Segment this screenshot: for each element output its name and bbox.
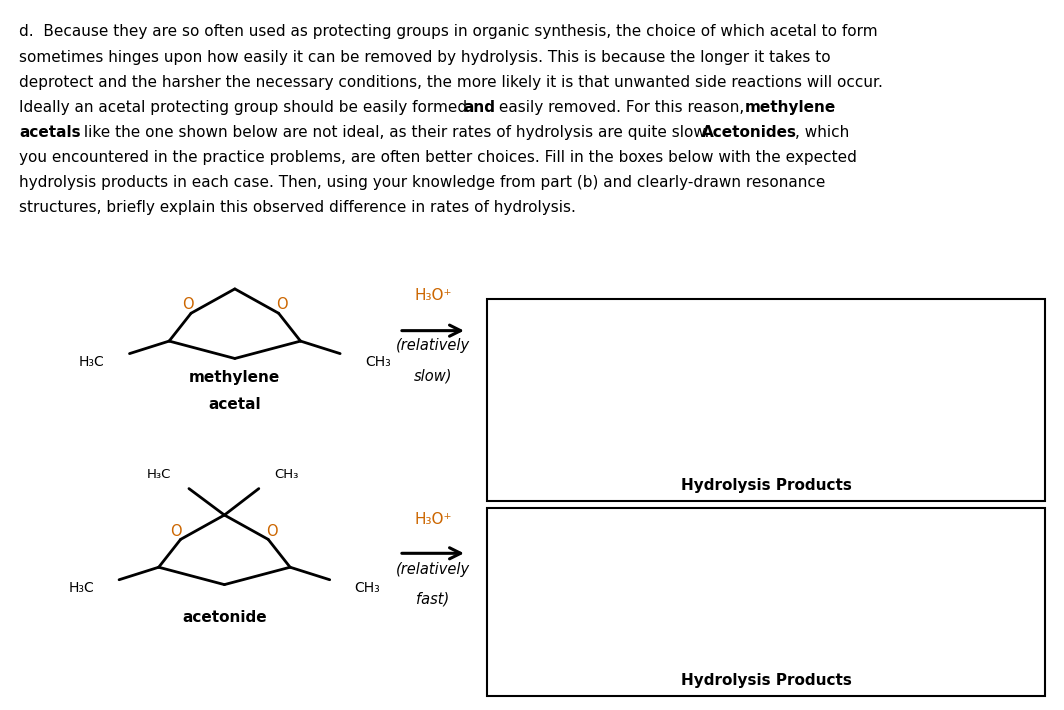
Text: H₃O⁺: H₃O⁺ bbox=[414, 288, 452, 302]
Text: , which: , which bbox=[795, 125, 849, 140]
Text: acetals: acetals bbox=[19, 125, 81, 140]
Text: methylene: methylene bbox=[745, 99, 835, 114]
Text: deprotect and the harsher the necessary conditions, the more likely it is that u: deprotect and the harsher the necessary … bbox=[19, 75, 883, 89]
Bar bbox=[487, 300, 1045, 501]
Text: O: O bbox=[182, 297, 194, 312]
Text: easily removed. For this reason,: easily removed. For this reason, bbox=[495, 99, 749, 114]
Text: acetonide: acetonide bbox=[182, 610, 267, 626]
Text: and: and bbox=[463, 99, 495, 114]
Text: Ideally an acetal protecting group should be easily formed: Ideally an acetal protecting group shoul… bbox=[19, 99, 472, 114]
Text: CH₃: CH₃ bbox=[354, 581, 381, 595]
Text: O: O bbox=[170, 523, 182, 539]
Text: (relatively: (relatively bbox=[396, 562, 470, 577]
Text: O: O bbox=[276, 297, 287, 312]
Text: acetal: acetal bbox=[209, 397, 261, 412]
Text: CH₃: CH₃ bbox=[275, 468, 299, 481]
Text: Hydrolysis Products: Hydrolysis Products bbox=[681, 479, 851, 493]
Text: hydrolysis products in each case. Then, using your knowledge from part (b) and c: hydrolysis products in each case. Then, … bbox=[19, 175, 826, 190]
Text: H₃C: H₃C bbox=[147, 468, 171, 481]
Text: structures, briefly explain this observed difference in rates of hydrolysis.: structures, briefly explain this observe… bbox=[19, 200, 576, 215]
Text: d.  Because they are so often used as protecting groups in organic synthesis, th: d. Because they are so often used as pro… bbox=[19, 24, 878, 40]
Text: fast): fast) bbox=[416, 591, 450, 606]
Text: H₃C: H₃C bbox=[68, 581, 94, 595]
Text: H₃O⁺: H₃O⁺ bbox=[414, 512, 452, 527]
Text: O: O bbox=[267, 523, 278, 539]
Text: H₃C: H₃C bbox=[79, 355, 104, 369]
Text: you encountered in the practice problems, are often better choices. Fill in the : you encountered in the practice problems… bbox=[19, 150, 857, 165]
Text: like the one shown below are not ideal, as their rates of hydrolysis are quite s: like the one shown below are not ideal, … bbox=[80, 125, 715, 140]
Text: Acetonides: Acetonides bbox=[702, 125, 797, 140]
Bar bbox=[487, 508, 1045, 696]
Text: CH₃: CH₃ bbox=[365, 355, 390, 369]
Text: Hydrolysis Products: Hydrolysis Products bbox=[681, 673, 851, 688]
Text: sometimes hinges upon how easily it can be removed by hydrolysis. This is becaus: sometimes hinges upon how easily it can … bbox=[19, 50, 831, 65]
Text: methylene: methylene bbox=[189, 370, 281, 385]
Text: slow): slow) bbox=[414, 369, 452, 384]
Text: (relatively: (relatively bbox=[396, 337, 470, 353]
